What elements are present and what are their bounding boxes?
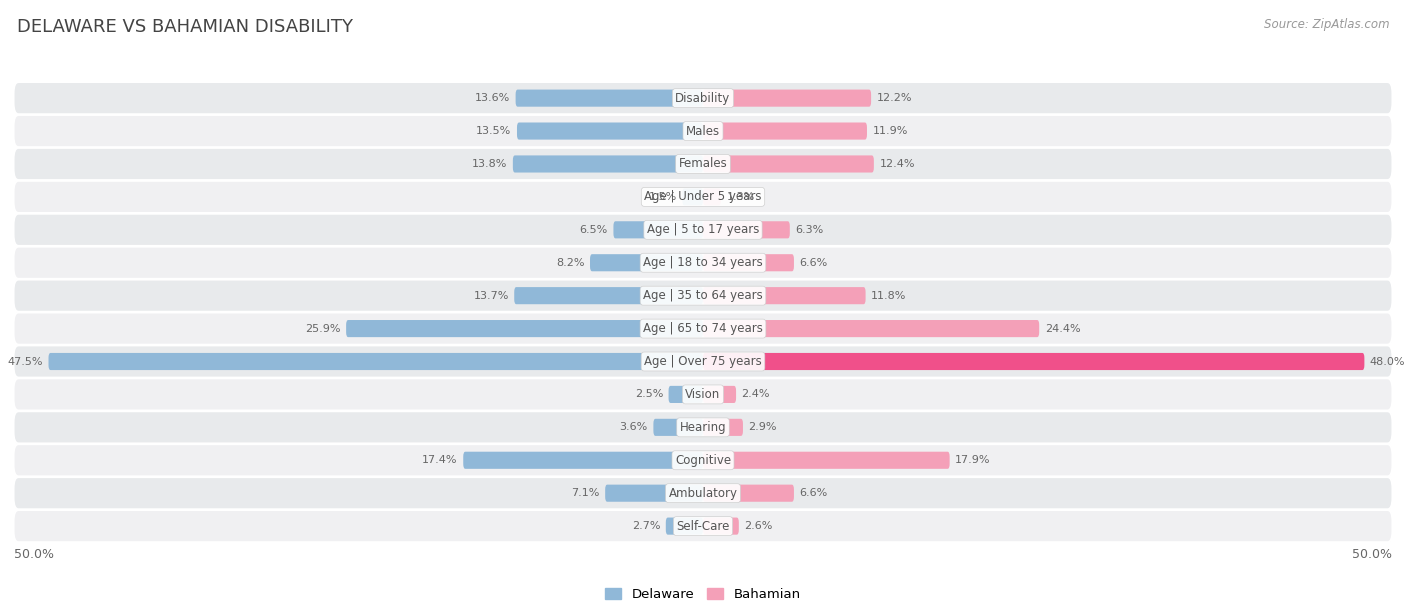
FancyBboxPatch shape [703, 188, 721, 206]
FancyBboxPatch shape [14, 280, 1392, 312]
FancyBboxPatch shape [654, 419, 703, 436]
FancyBboxPatch shape [703, 353, 1364, 370]
Text: 11.9%: 11.9% [873, 126, 908, 136]
Text: 6.5%: 6.5% [579, 225, 607, 235]
Text: 2.7%: 2.7% [631, 521, 661, 531]
FancyBboxPatch shape [14, 510, 1392, 542]
FancyBboxPatch shape [613, 222, 703, 239]
FancyBboxPatch shape [703, 485, 794, 502]
Text: Cognitive: Cognitive [675, 453, 731, 467]
FancyBboxPatch shape [703, 155, 875, 173]
Text: Age | 5 to 17 years: Age | 5 to 17 years [647, 223, 759, 236]
Text: 25.9%: 25.9% [305, 324, 340, 334]
Text: Source: ZipAtlas.com: Source: ZipAtlas.com [1264, 18, 1389, 31]
FancyBboxPatch shape [703, 122, 868, 140]
Text: 24.4%: 24.4% [1045, 324, 1080, 334]
Text: 12.2%: 12.2% [876, 93, 912, 103]
Text: Age | 65 to 74 years: Age | 65 to 74 years [643, 322, 763, 335]
FancyBboxPatch shape [703, 89, 872, 106]
Text: 1.3%: 1.3% [727, 192, 755, 202]
Text: 6.6%: 6.6% [800, 488, 828, 498]
FancyBboxPatch shape [703, 419, 742, 436]
Text: Hearing: Hearing [679, 421, 727, 434]
Text: Ambulatory: Ambulatory [668, 487, 738, 499]
FancyBboxPatch shape [14, 411, 1392, 444]
FancyBboxPatch shape [666, 518, 703, 535]
Text: 11.8%: 11.8% [872, 291, 907, 300]
Text: 7.1%: 7.1% [571, 488, 599, 498]
Text: DELAWARE VS BAHAMIAN DISABILITY: DELAWARE VS BAHAMIAN DISABILITY [17, 18, 353, 36]
Text: 50.0%: 50.0% [1353, 548, 1392, 561]
Text: 8.2%: 8.2% [555, 258, 585, 267]
FancyBboxPatch shape [14, 444, 1392, 476]
Text: 17.4%: 17.4% [422, 455, 458, 465]
FancyBboxPatch shape [346, 320, 703, 337]
FancyBboxPatch shape [14, 148, 1392, 180]
Text: Age | Under 5 years: Age | Under 5 years [644, 190, 762, 203]
FancyBboxPatch shape [14, 115, 1392, 147]
Text: 1.5%: 1.5% [648, 192, 676, 202]
Text: 3.6%: 3.6% [620, 422, 648, 432]
Text: Age | 18 to 34 years: Age | 18 to 34 years [643, 256, 763, 269]
FancyBboxPatch shape [703, 222, 790, 239]
FancyBboxPatch shape [703, 386, 737, 403]
FancyBboxPatch shape [703, 320, 1039, 337]
FancyBboxPatch shape [14, 247, 1392, 279]
FancyBboxPatch shape [605, 485, 703, 502]
FancyBboxPatch shape [14, 378, 1392, 411]
Text: Vision: Vision [685, 388, 721, 401]
Text: Age | Over 75 years: Age | Over 75 years [644, 355, 762, 368]
FancyBboxPatch shape [703, 518, 738, 535]
Text: 12.4%: 12.4% [879, 159, 915, 169]
FancyBboxPatch shape [14, 214, 1392, 246]
Text: 6.6%: 6.6% [800, 258, 828, 267]
FancyBboxPatch shape [463, 452, 703, 469]
FancyBboxPatch shape [513, 155, 703, 173]
FancyBboxPatch shape [591, 254, 703, 271]
Text: 2.9%: 2.9% [748, 422, 778, 432]
Legend: Delaware, Bahamian: Delaware, Bahamian [600, 583, 806, 606]
Text: Self-Care: Self-Care [676, 520, 730, 532]
Text: Males: Males [686, 125, 720, 138]
FancyBboxPatch shape [703, 254, 794, 271]
Text: 6.3%: 6.3% [796, 225, 824, 235]
Text: 2.5%: 2.5% [634, 389, 664, 400]
FancyBboxPatch shape [14, 345, 1392, 378]
Text: 47.5%: 47.5% [7, 357, 44, 367]
FancyBboxPatch shape [682, 188, 703, 206]
Text: 17.9%: 17.9% [955, 455, 991, 465]
Text: Disability: Disability [675, 92, 731, 105]
FancyBboxPatch shape [516, 89, 703, 106]
Text: 13.7%: 13.7% [474, 291, 509, 300]
FancyBboxPatch shape [669, 386, 703, 403]
FancyBboxPatch shape [703, 287, 866, 304]
Text: 13.8%: 13.8% [472, 159, 508, 169]
FancyBboxPatch shape [14, 313, 1392, 345]
Text: Females: Females [679, 157, 727, 171]
Text: Age | 35 to 64 years: Age | 35 to 64 years [643, 289, 763, 302]
Text: 13.5%: 13.5% [477, 126, 512, 136]
Text: 2.6%: 2.6% [744, 521, 773, 531]
Text: 50.0%: 50.0% [14, 548, 53, 561]
FancyBboxPatch shape [14, 181, 1392, 213]
Text: 13.6%: 13.6% [475, 93, 510, 103]
FancyBboxPatch shape [14, 477, 1392, 509]
FancyBboxPatch shape [14, 82, 1392, 114]
FancyBboxPatch shape [515, 287, 703, 304]
Text: 48.0%: 48.0% [1369, 357, 1406, 367]
FancyBboxPatch shape [48, 353, 703, 370]
Text: 2.4%: 2.4% [741, 389, 770, 400]
FancyBboxPatch shape [703, 452, 949, 469]
FancyBboxPatch shape [517, 122, 703, 140]
